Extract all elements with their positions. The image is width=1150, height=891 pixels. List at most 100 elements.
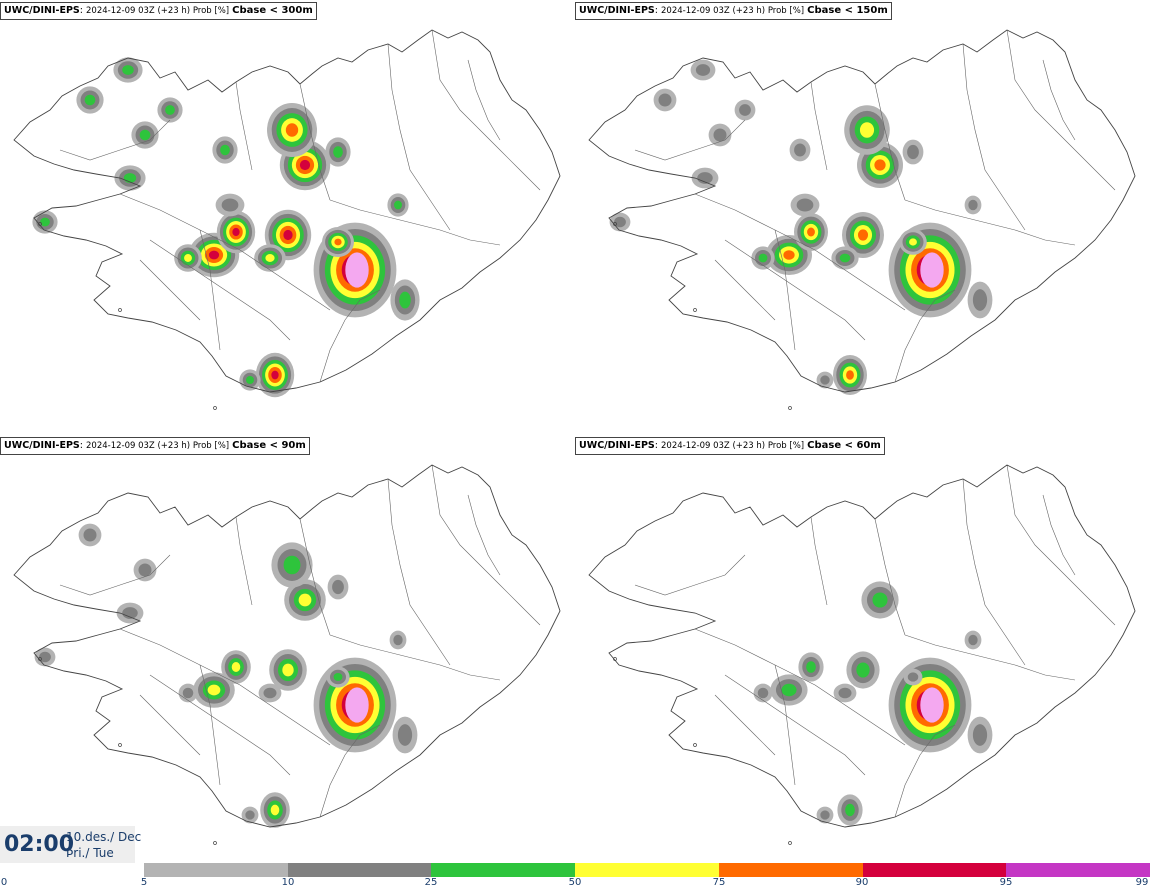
- probability-contour: [263, 687, 277, 699]
- region-boundary: [774, 664, 796, 786]
- region-boundary: [894, 724, 956, 818]
- region-boundary: [874, 83, 906, 201]
- probability-field: [34, 523, 418, 828]
- run-info: 2024-12-09 03Z (+23 h) Prob [%]: [661, 441, 805, 451]
- probability-contour: [207, 684, 221, 696]
- region-boundary: [59, 119, 171, 161]
- region-boundary: [810, 516, 828, 606]
- probability-contour: [39, 651, 51, 663]
- island: [38, 222, 42, 226]
- probability-contour: [856, 662, 870, 678]
- probability-contour: [246, 376, 254, 384]
- probability-contour: [245, 810, 255, 820]
- probability-contour: [399, 291, 411, 309]
- model-name: UWC/DINI-EPS: [579, 440, 655, 451]
- probability-contour: [182, 687, 194, 699]
- legend-swatch-95-99: [1006, 863, 1150, 877]
- region-boundary: [387, 478, 451, 666]
- threshold-label: Cbase < 300m: [232, 5, 313, 16]
- legend-tick: 0: [0, 877, 8, 888]
- probability-contour: [208, 250, 220, 260]
- probability-contour: [614, 216, 626, 228]
- panel-title: UWC/DINI-EPS: 2024-12-09 03Z (+23 h) Pro…: [0, 437, 310, 455]
- probability-color-scale: [144, 863, 1150, 877]
- probability-contour: [84, 94, 96, 106]
- region-boundary: [894, 289, 956, 383]
- probability-contour: [270, 804, 280, 816]
- region-boundary: [634, 119, 746, 161]
- panel-title: UWC/DINI-EPS: 2024-12-09 03Z (+23 h) Pro…: [0, 2, 317, 20]
- probability-contour: [758, 253, 768, 263]
- region-boundary: [139, 694, 201, 756]
- coastline: [13, 29, 561, 393]
- probability-contour: [838, 687, 852, 699]
- valid-time: 02:00: [4, 832, 75, 857]
- probability-contour: [122, 65, 134, 75]
- panel-title: UWC/DINI-EPS: 2024-12-09 03Z (+23 h) Pro…: [575, 437, 885, 455]
- region-boundary: [962, 478, 1026, 666]
- probability-contour: [83, 528, 97, 542]
- panel-title: UWC/DINI-EPS: 2024-12-09 03Z (+23 h) Pro…: [575, 2, 892, 20]
- threshold-label: Cbase < 90m: [232, 440, 306, 451]
- probability-contour: [874, 159, 886, 171]
- region-boundary: [1042, 59, 1076, 141]
- island: [118, 743, 122, 747]
- probability-field: [753, 581, 993, 826]
- island: [213, 841, 217, 845]
- legend-tick: 25: [424, 877, 438, 888]
- island: [38, 657, 42, 661]
- region-boundary: [904, 199, 1076, 246]
- region-boundary: [199, 664, 221, 786]
- probability-field: [609, 59, 993, 395]
- probability-contour: [820, 810, 830, 820]
- run-info: 2024-12-09 03Z (+23 h) Prob [%]: [86, 441, 230, 451]
- region-boundary: [724, 674, 866, 776]
- probability-contour: [972, 724, 988, 746]
- probability-contour: [658, 93, 672, 107]
- probability-contour: [781, 683, 797, 697]
- coastline: [588, 464, 1136, 828]
- map-panel-300m: UWC/DINI-EPS: 2024-12-09 03Z (+23 h) Pro…: [0, 0, 575, 435]
- model-name: UWC/DINI-EPS: [4, 440, 80, 451]
- probability-contour: [220, 144, 230, 156]
- region-boundary: [319, 289, 381, 383]
- legend-tick: 75: [712, 877, 726, 888]
- probability-contour: [845, 803, 855, 817]
- probability-contour: [333, 146, 343, 158]
- legend-swatch-10-25: [287, 863, 432, 877]
- iceland-map: [13, 29, 561, 410]
- region-boundary: [634, 554, 746, 596]
- probability-contour: [265, 254, 275, 262]
- probability-contour: [839, 253, 851, 263]
- probability-contour: [794, 143, 806, 157]
- coastline: [588, 29, 1136, 393]
- region-boundary: [714, 259, 776, 321]
- probability-contour: [231, 662, 241, 672]
- island: [118, 308, 122, 312]
- probability-contour: [282, 663, 294, 677]
- probability-contour: [394, 200, 402, 210]
- run-info: 2024-12-09 03Z (+23 h) Prob [%]: [661, 6, 805, 16]
- region-boundary: [714, 694, 776, 756]
- probability-contour: [271, 370, 279, 380]
- legend-tick: 10: [281, 877, 295, 888]
- region-boundary: [149, 239, 291, 341]
- region-boundary: [810, 81, 828, 171]
- probability-contour: [907, 672, 919, 682]
- probability-contour: [138, 563, 152, 577]
- probability-core: [345, 252, 369, 288]
- island: [693, 308, 697, 312]
- probability-contour: [298, 593, 312, 607]
- region-boundary: [119, 628, 331, 746]
- probability-contour: [122, 607, 138, 619]
- region-boundary: [387, 43, 451, 231]
- region-boundary: [431, 464, 541, 626]
- probability-contour: [968, 199, 978, 211]
- region-boundary: [119, 193, 331, 311]
- island: [613, 222, 617, 226]
- threshold-label: Cbase < 60m: [807, 440, 881, 451]
- legend-swatch-50-75: [575, 863, 719, 877]
- legend-swatch-25-50: [431, 863, 576, 877]
- probability-core: [920, 252, 944, 288]
- run-info: 2024-12-09 03Z (+23 h) Prob [%]: [86, 6, 230, 16]
